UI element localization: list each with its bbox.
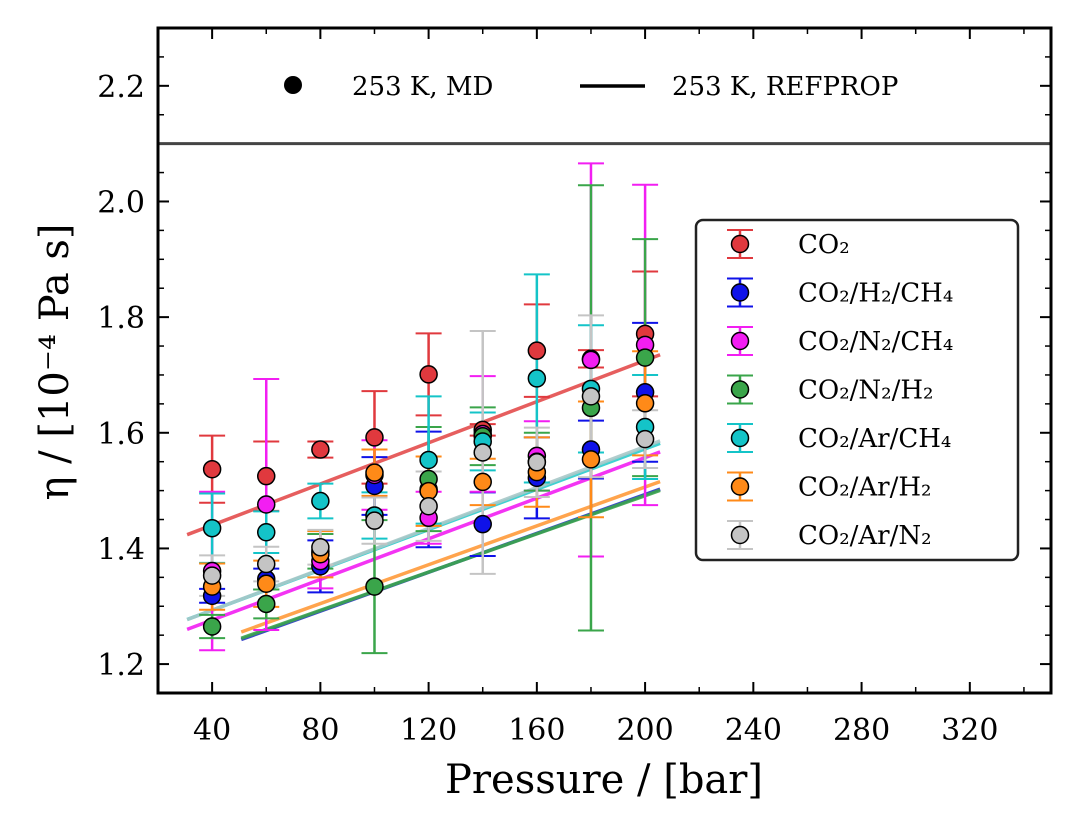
legend-marker-icon (730, 234, 750, 254)
y-axis-title: η / [10⁻⁴ Pa s] (32, 223, 78, 500)
x-tick-label: 320 (941, 713, 998, 748)
legend-marker-icon (730, 477, 750, 496)
md-point-series-4 (527, 369, 547, 388)
top-legend-md-label: 253 K, MD (352, 72, 493, 102)
md-point-series-6 (202, 566, 222, 585)
legend-marker-icon (730, 525, 750, 545)
x-tick-label: 120 (400, 713, 457, 748)
legend-marker-icon (730, 283, 750, 302)
md-point-series-5 (473, 472, 492, 492)
x-tick-label: 40 (193, 713, 231, 748)
y-tick-label: 1.8 (97, 301, 145, 336)
md-point-series-4 (311, 491, 330, 511)
md-point-series-3 (635, 348, 655, 367)
x-tick-label: 280 (833, 713, 890, 748)
x-axis-title: Pressure / [bar] (445, 757, 763, 803)
md-point-series-0 (256, 466, 276, 486)
legend-entry-3: CO₂/N₂/H₂ (727, 374, 933, 406)
md-point-series-4 (419, 450, 438, 470)
md-point-series-3 (256, 594, 276, 614)
y-tick-label: 1.2 (97, 648, 145, 683)
plot-frame (156, 26, 1053, 695)
series-legend-box (694, 218, 1020, 562)
top-legend: 253 K, MD 253 K, REFPROP (284, 72, 898, 102)
series-legend: CO₂ CO₂/H₂/CH₄ CO₂/N₂/CH₄ CO₂/N₂/H₂ CO₂/Ar/C… (727, 229, 953, 551)
md-point-series-6 (256, 554, 276, 574)
md-point-series-3 (365, 577, 384, 596)
md-point-series-6 (635, 429, 655, 449)
legend-entry-4: CO₂/Ar/CH₄ (727, 423, 951, 454)
md-point-series-0 (419, 365, 438, 384)
legend-entry-2: CO₂/N₂/CH₄ (727, 326, 953, 357)
legend-marker-icon (730, 331, 750, 351)
x-tick-label: 160 (508, 713, 565, 748)
md-point-series-5 (581, 450, 601, 469)
legend-label-4: CO₂/Ar/CH₄ (798, 424, 951, 454)
md-point-series-5 (365, 463, 384, 482)
x-tick-label: 200 (616, 713, 673, 748)
legend-label-1: CO₂/H₂/CH₄ (798, 279, 953, 309)
y-tick-label: 1.4 (97, 532, 145, 567)
legend-label-3: CO₂/N₂/H₂ (798, 376, 933, 406)
y-tick-label: 2.0 (97, 185, 145, 220)
md-marker-icon (284, 76, 302, 94)
md-point-series-4 (202, 518, 222, 538)
refprop-line-series-3 (240, 488, 661, 640)
md-point-series-6 (365, 511, 384, 530)
md-point-series-6 (311, 538, 330, 557)
md-point-series-5 (635, 394, 655, 413)
md-point-series-0 (202, 459, 222, 479)
md-point-series-0 (527, 341, 547, 360)
legend-label-5: CO₂/Ar/H₂ (798, 473, 931, 503)
md-point-series-4 (256, 522, 276, 542)
md-point-series-6 (527, 453, 547, 472)
x-tick-label: 240 (725, 713, 782, 748)
md-points (202, 324, 655, 636)
y-tick-label: 2.2 (97, 70, 145, 105)
md-point-series-1 (473, 514, 492, 534)
legend-entry-0: CO₂ (727, 229, 850, 260)
md-point-series-2 (581, 350, 601, 370)
legend-label-6: CO₂/Ar/N₂ (798, 521, 932, 551)
legend-marker-icon (730, 380, 750, 399)
tick-labels: 40 80 120 160 200 240 280 320 1.2 1.4 1.6 1.8 2.0 2.2 (97, 70, 998, 748)
md-point-series-6 (581, 387, 601, 406)
top-legend-refprop-label: 253 K, REFPROP (672, 72, 898, 102)
y-tick-label: 1.6 (97, 417, 145, 452)
md-point-series-5 (256, 574, 276, 593)
legend-label-0: CO₂ (798, 230, 850, 260)
md-point-series-0 (365, 428, 384, 447)
md-point-series-2 (256, 495, 276, 514)
legend-entry-6: CO₂/Ar/N₂ (727, 520, 932, 551)
md-point-series-6 (473, 443, 492, 462)
legend-entry-1: CO₂/H₂/CH₄ (727, 277, 953, 309)
md-point-series-3 (202, 617, 222, 636)
md-point-series-6 (419, 496, 438, 516)
md-point-series-0 (311, 440, 330, 459)
legend-label-2: CO₂/N₂/CH₄ (798, 327, 953, 357)
x-tick-label: 80 (301, 713, 339, 748)
legend-marker-icon (730, 428, 750, 448)
legend-entry-5: CO₂/Ar/H₂ (727, 471, 931, 503)
